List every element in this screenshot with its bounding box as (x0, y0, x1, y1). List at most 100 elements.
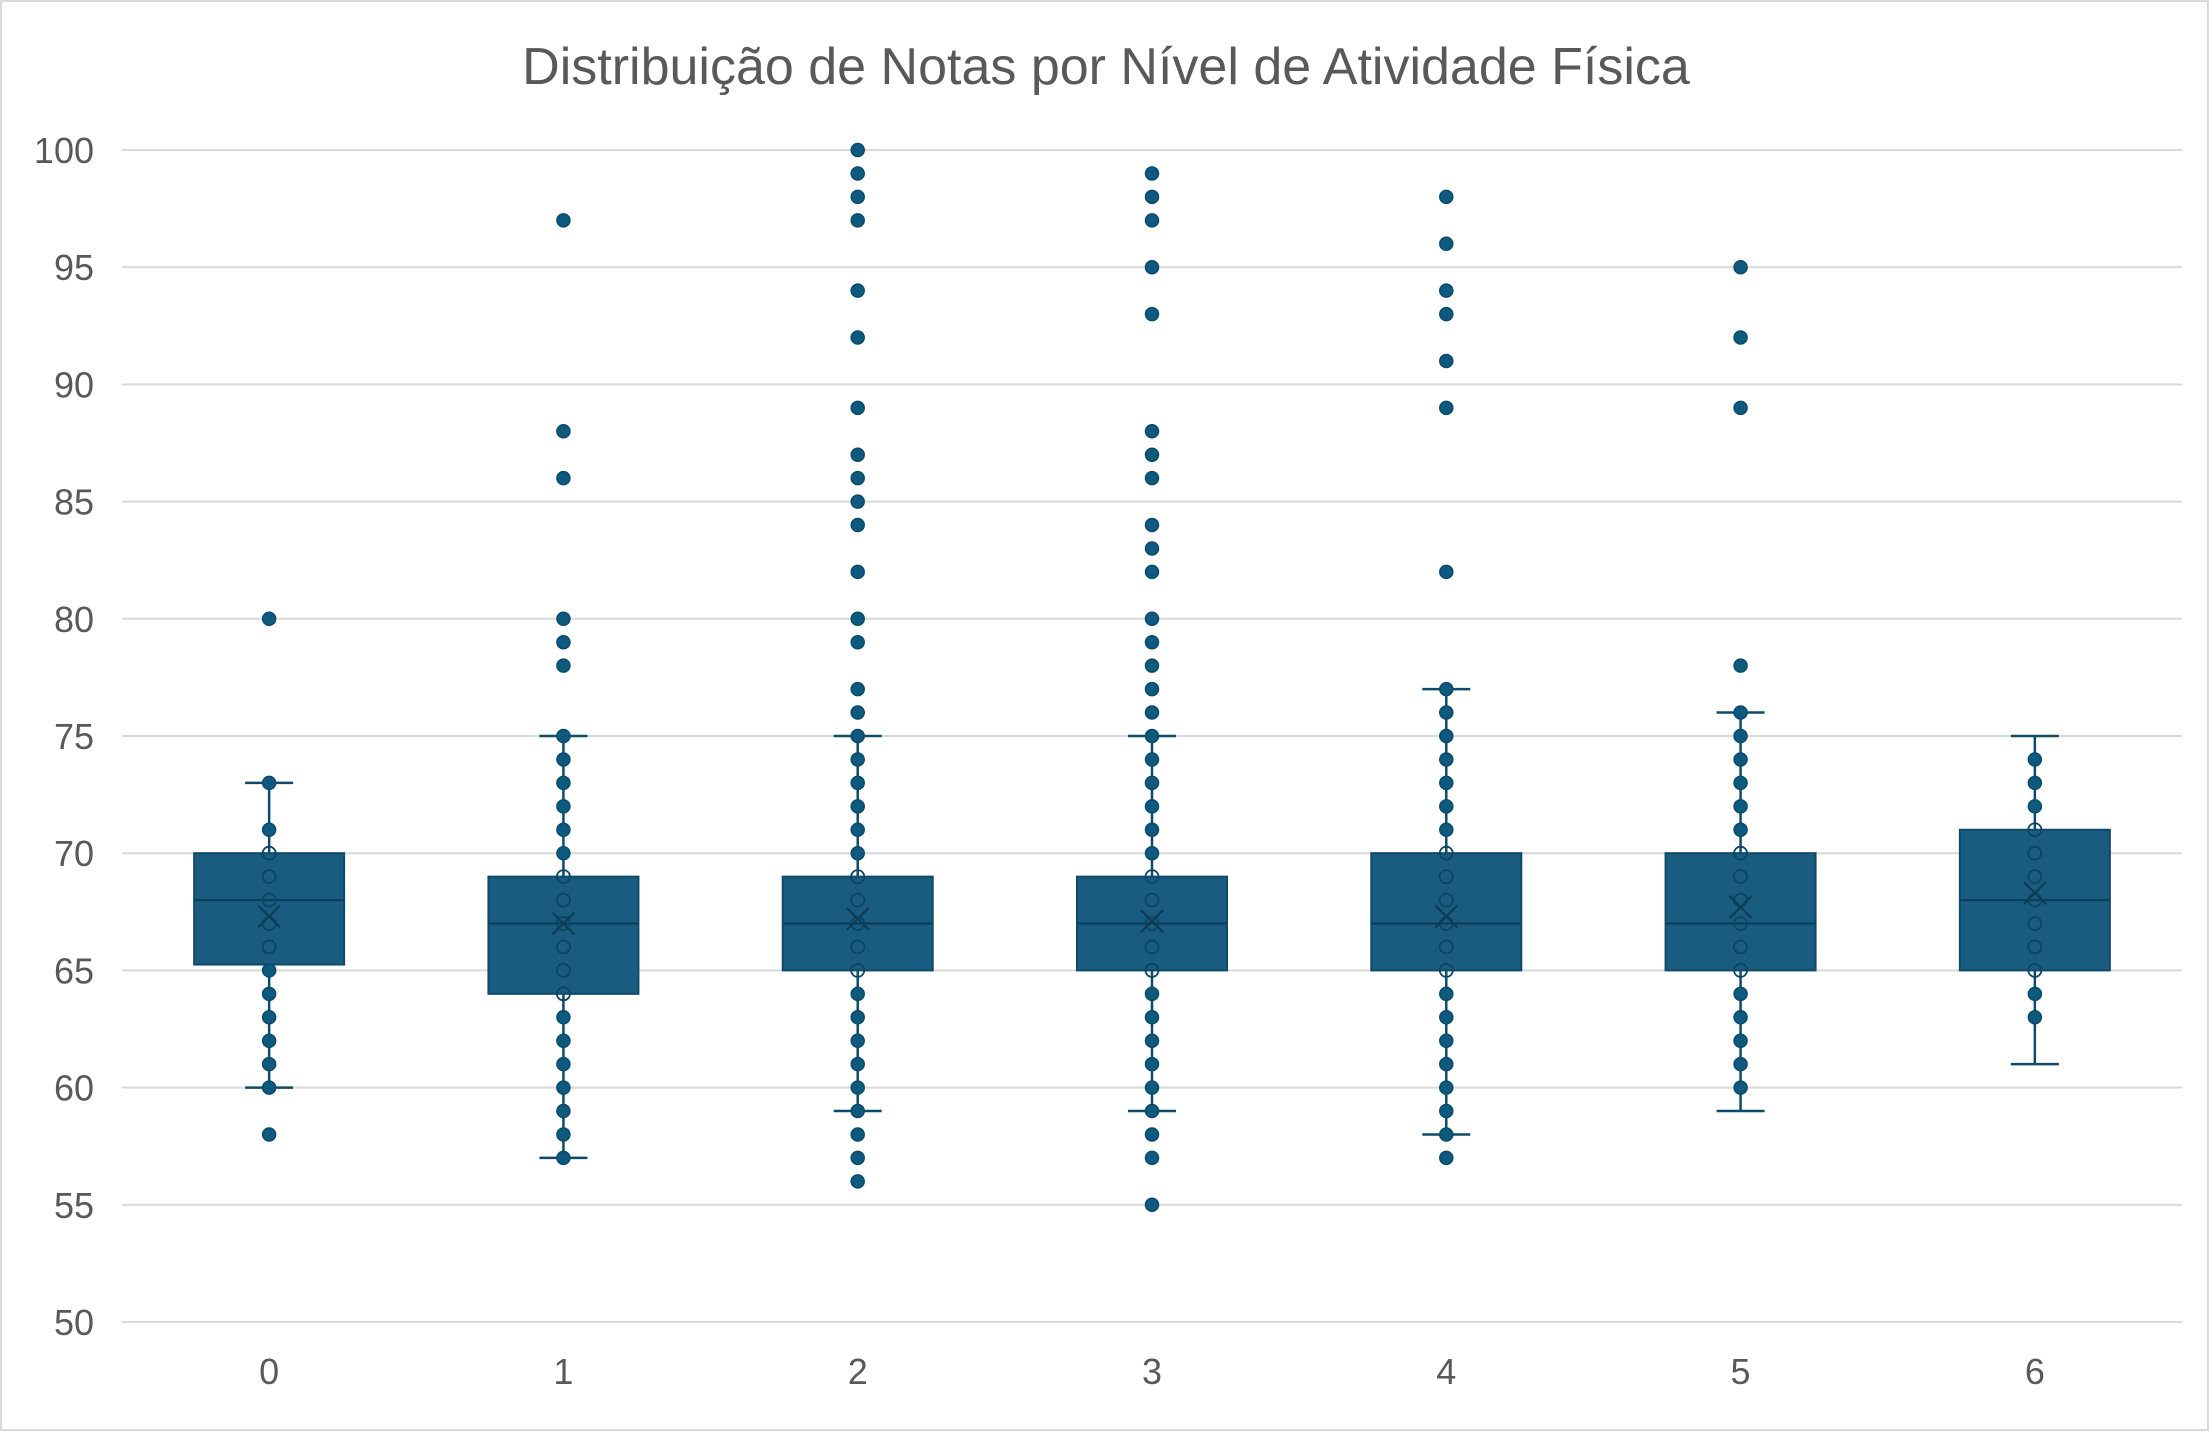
data-point (850, 1103, 865, 1119)
data-point (2027, 822, 2043, 838)
data-point (850, 822, 865, 838)
data-point (556, 424, 571, 439)
data-point (556, 986, 571, 1002)
data-point (556, 963, 571, 978)
x-tick-label-3: 3 (1142, 1351, 1162, 1392)
data-point (1733, 775, 1748, 791)
data-point (1733, 986, 1748, 1002)
data-point (1439, 1080, 1454, 1095)
data-point (850, 1174, 865, 1189)
data-point (1144, 1010, 1160, 1025)
y-tick-label-50: 50 (54, 1302, 94, 1343)
data-point (261, 611, 277, 627)
data-point (556, 1127, 571, 1142)
data-point (1733, 799, 1748, 814)
data-point (556, 752, 571, 767)
data-point (1144, 424, 1160, 439)
data-point (1439, 986, 1454, 1002)
data-point (556, 634, 571, 650)
data-point (556, 658, 571, 673)
data-point (1733, 822, 1748, 838)
data-point (1144, 799, 1160, 814)
data-point (850, 963, 866, 978)
y-tick-label-95: 95 (54, 247, 94, 288)
data-point (850, 213, 865, 228)
data-point (1439, 822, 1454, 838)
data-point (850, 330, 865, 345)
data-point (556, 939, 571, 955)
mean-marker-stroke (1728, 895, 1753, 919)
data-point (556, 1150, 571, 1166)
data-point (1439, 1103, 1454, 1119)
data-point (2027, 775, 2043, 791)
chart-title: Distribuição de Notas por Nível de Ativi… (522, 38, 1690, 96)
mean-marker-stroke (551, 911, 576, 936)
data-point (850, 1080, 865, 1095)
data-point (1733, 1056, 1748, 1072)
data-point (850, 564, 865, 580)
data-point (850, 1056, 865, 1072)
box-group-6 (1958, 734, 2111, 1066)
data-point (1438, 939, 1454, 955)
mean-marker-stroke (2023, 881, 2047, 905)
data-point (1144, 1056, 1160, 1072)
data-point (1733, 916, 1748, 931)
data-point (850, 939, 866, 955)
data-point (1144, 470, 1160, 486)
data-point (1144, 681, 1160, 697)
data-point (1144, 213, 1160, 228)
mean-marker (1728, 895, 1753, 919)
x-tick-label-1: 1 (553, 1351, 573, 1392)
y-tick-label-100: 100 (34, 130, 94, 171)
data-point (850, 634, 865, 650)
data-point (1438, 845, 1454, 861)
mean-marker (551, 911, 576, 936)
boxes (193, 142, 2111, 1213)
data-point (556, 892, 571, 908)
data-point (261, 822, 277, 838)
data-point (1144, 752, 1160, 767)
x-tick-label-4: 4 (1436, 1351, 1456, 1392)
data-point (850, 728, 865, 744)
data-point (1733, 705, 1748, 720)
data-point (1144, 822, 1160, 838)
data-point (1438, 892, 1454, 908)
data-point (1439, 1127, 1454, 1142)
data-point (1144, 1033, 1160, 1048)
data-point (850, 470, 865, 486)
data-point (556, 728, 571, 744)
data-point (1733, 259, 1748, 275)
data-point (1733, 939, 1748, 955)
data-point (850, 283, 865, 298)
data-point (1439, 752, 1454, 767)
data-point (261, 1056, 277, 1072)
data-point (850, 869, 866, 885)
box-group-3 (1076, 166, 1228, 1213)
data-point (261, 939, 277, 955)
x-tick-label-6: 6 (2025, 1351, 2045, 1392)
data-point (1733, 1010, 1748, 1025)
data-point (850, 447, 865, 462)
mean-marker-stroke (257, 904, 281, 929)
mean-marker-stroke (1140, 909, 1164, 933)
data-point (1733, 330, 1748, 345)
y-tick-label-85: 85 (54, 482, 94, 523)
data-point (850, 494, 865, 509)
data-point (850, 611, 865, 627)
data-point (850, 986, 865, 1002)
data-point (261, 892, 277, 908)
data-point (850, 1033, 865, 1048)
x-tick-label-5: 5 (1731, 1351, 1751, 1392)
data-point (850, 189, 865, 205)
data-point (1144, 611, 1160, 627)
mean-marker (845, 907, 870, 931)
data-point (1144, 1103, 1160, 1119)
mean-marker (257, 904, 281, 929)
data-point (556, 822, 571, 838)
data-point (1439, 189, 1454, 205)
data-point (556, 611, 571, 627)
data-point (850, 705, 865, 720)
data-point (261, 1033, 277, 1048)
data-point (1733, 728, 1748, 744)
box-group-4 (1370, 189, 1523, 1166)
